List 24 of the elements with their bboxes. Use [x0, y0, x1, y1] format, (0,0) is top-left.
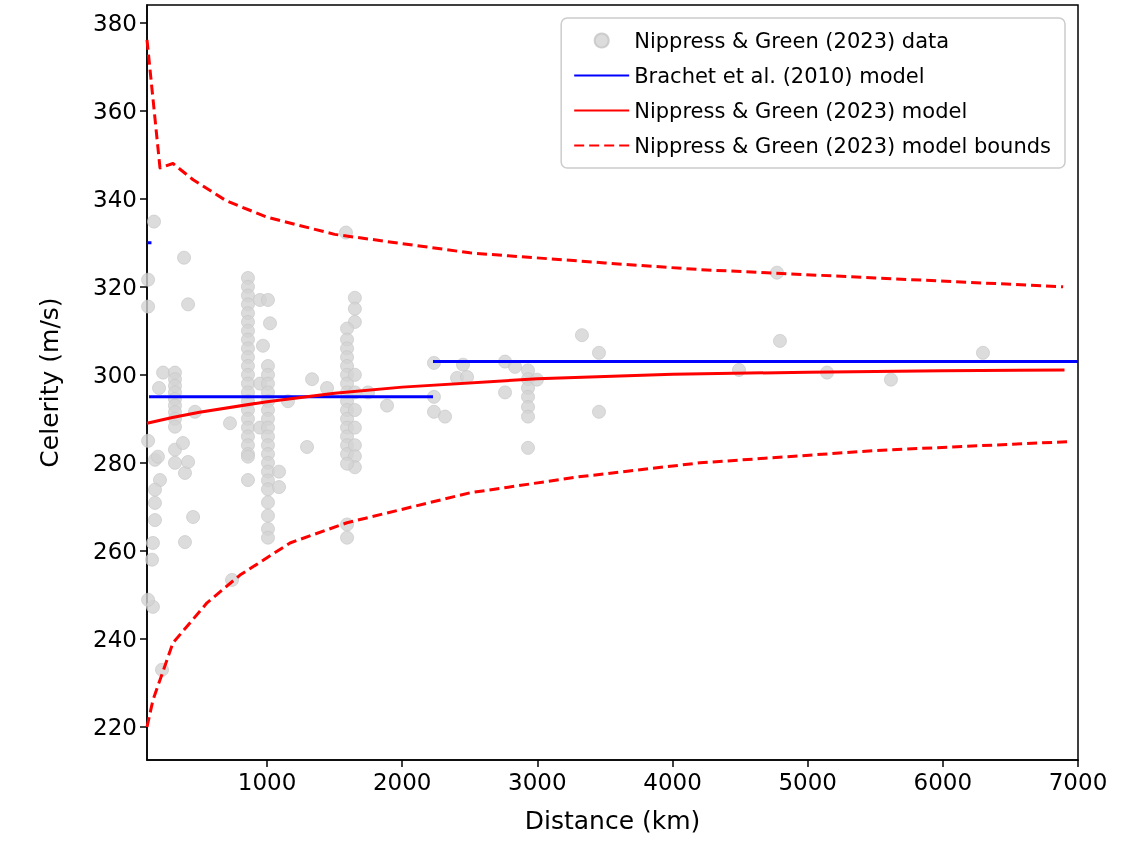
x-tick-label: 4000 — [643, 768, 702, 795]
legend-label: Nippress & Green (2023) data — [634, 28, 950, 53]
x-tick-label: 6000 — [913, 768, 973, 795]
y-tick-label: 280 — [93, 449, 137, 476]
x-axis-title: Distance (km) — [524, 806, 701, 835]
legend-label: Nippress & Green (2023) model — [634, 98, 968, 123]
line-series — [145, 368, 1066, 425]
y-tick-label: 220 — [93, 713, 137, 740]
y-axis-title: Celerity (m/s) — [35, 297, 64, 468]
x-tick-label: 3000 — [508, 768, 567, 795]
y-tick-label: 320 — [93, 273, 137, 300]
x-tick-label: 1000 — [237, 768, 297, 795]
y-tick-label: 380 — [93, 9, 137, 36]
y-tick-label: 340 — [93, 185, 137, 212]
y-tick-label: 360 — [93, 97, 137, 124]
legend-label: Nippress & Green (2023) model bounds — [634, 133, 1051, 158]
y-tick-label: 240 — [93, 625, 137, 652]
legend-label: Brachet et al. (2010) model — [634, 63, 925, 88]
x-tick-label: 7000 — [1048, 768, 1108, 795]
x-tick-label: 5000 — [778, 768, 837, 795]
line-series — [145, 440, 1069, 729]
y-tick-label: 260 — [93, 537, 137, 564]
y-tick-label: 300 — [93, 361, 137, 388]
x-tick-label: 2000 — [372, 768, 432, 795]
